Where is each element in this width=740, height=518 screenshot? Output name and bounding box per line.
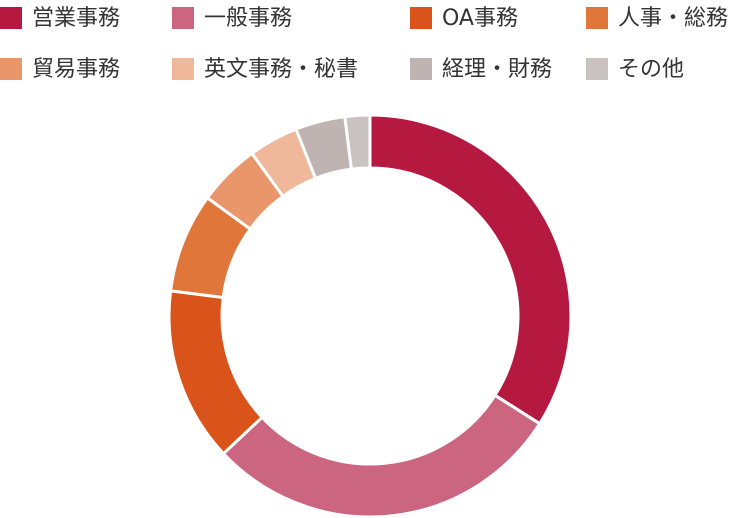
legend-swatch <box>586 58 608 80</box>
legend-label: 経理・財務 <box>442 57 552 82</box>
donut-segment <box>343 113 372 171</box>
donut-segment <box>221 393 542 518</box>
legend-label: 人事・総務 <box>618 6 728 31</box>
legend-swatch <box>172 7 194 29</box>
legend-label: 英文事務・秘書 <box>204 57 358 82</box>
legend-swatch <box>172 58 194 80</box>
donut-segment <box>368 113 573 426</box>
donut-segment <box>167 289 265 456</box>
legend-label: 営業事務 <box>32 6 120 31</box>
legend-label: 一般事務 <box>204 6 292 31</box>
legend-swatch <box>0 58 22 80</box>
legend-swatch <box>410 7 432 29</box>
legend-label: 貿易事務 <box>32 57 120 82</box>
legend-swatch <box>410 58 432 80</box>
legend-label: OA事務 <box>442 6 518 31</box>
legend-swatch <box>0 7 22 29</box>
legend-swatch <box>586 7 608 29</box>
legend-label: その他 <box>618 57 684 82</box>
